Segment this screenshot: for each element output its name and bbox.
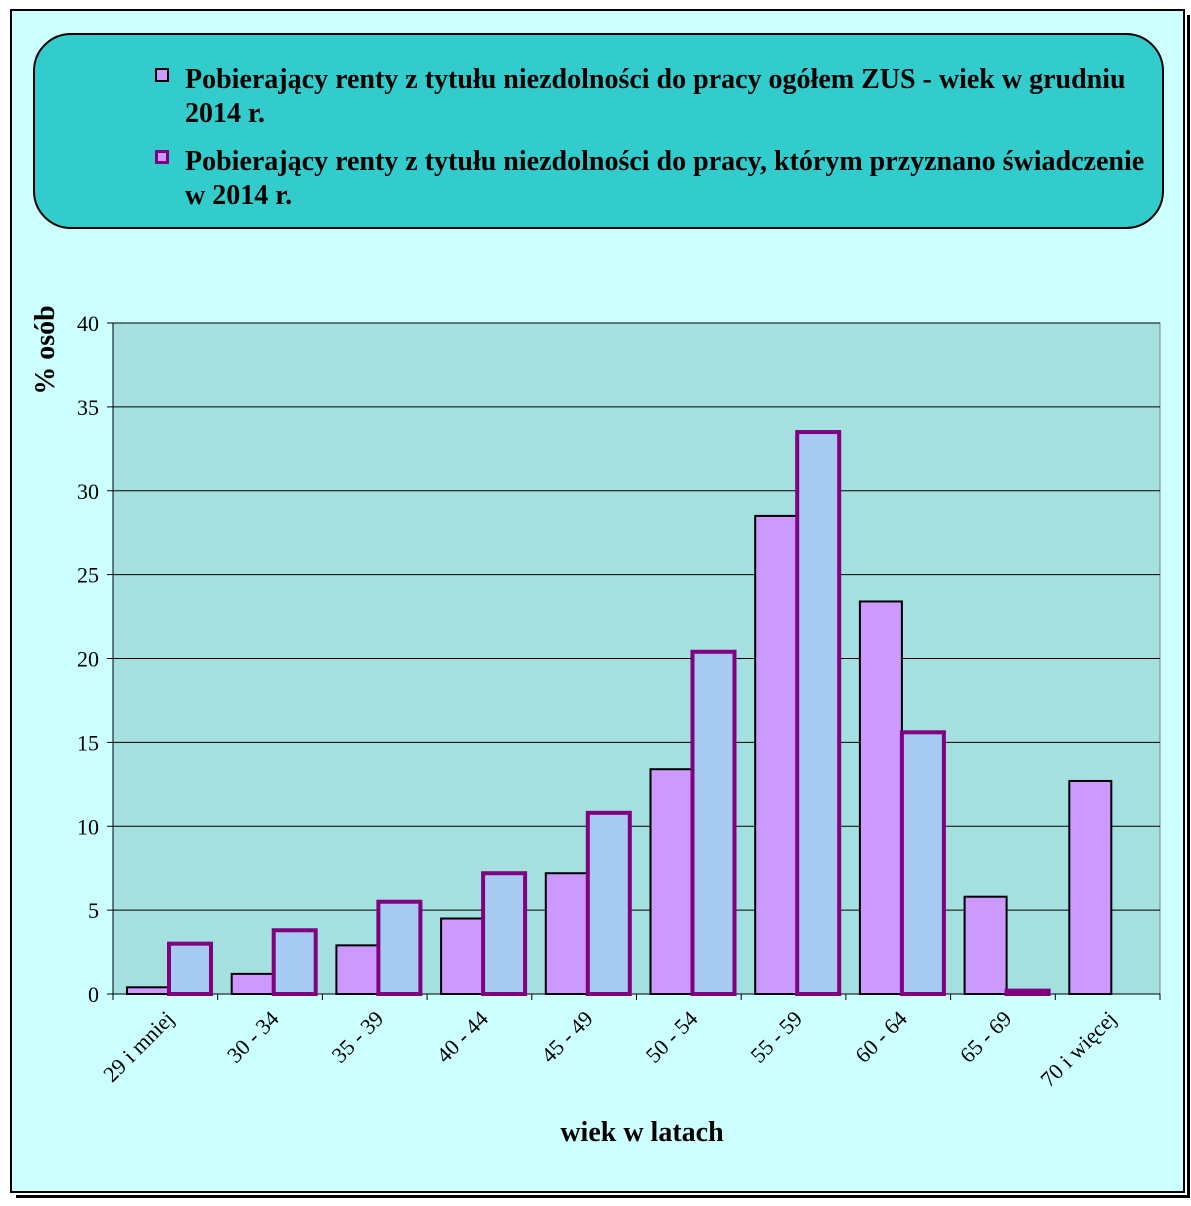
bar-granted [167,941,213,996]
bar-total [230,972,275,995]
legend: Pobierający renty z tytułu niezdolności … [33,33,1164,229]
bar-granted [481,871,528,996]
x-tick-label: 50 - 54 [641,1006,703,1068]
legend-swatch-granted [155,150,169,164]
bar-granted [1004,988,1051,997]
legend-label-granted: Pobierający renty z tytułu niezdolności … [185,146,1145,211]
bar-total [440,917,485,996]
y-tick-label: 25 [77,563,99,588]
y-tick-label: 20 [77,647,99,672]
legend-swatch-total [155,68,169,82]
y-tick-label: 10 [77,814,99,839]
bar-total [544,872,589,995]
bar-total [754,514,799,995]
x-tick-label: 30 - 34 [222,1006,284,1068]
y-tick-label: 5 [88,898,99,923]
y-tick-label: 0 [88,982,99,1007]
bar-granted [899,730,946,996]
y-tick-label: 35 [77,395,99,420]
frame-shadow-bottom [16,1195,1190,1198]
x-tick-label: 55 - 59 [745,1006,807,1068]
bar-total [963,895,1008,996]
bar-granted [585,810,632,997]
bar-total [858,600,903,996]
bar-granted [271,928,318,997]
x-tick-label: 65 - 69 [955,1006,1017,1068]
x-tick-label: 40 - 44 [431,1006,493,1068]
y-tick-label: 15 [77,730,99,755]
bar-total [335,944,380,995]
y-axis-title: % osób [30,305,61,394]
bar-granted [376,899,423,996]
bar-total [1068,779,1113,996]
y-tick-label: 40 [77,311,99,336]
bar-total [649,768,694,996]
x-tick-label: 45 - 49 [536,1006,598,1068]
legend-label-total: Pobierający renty z tytułu niezdolności … [185,64,1126,129]
bar-granted [690,649,737,996]
y-tick-label: 30 [77,479,99,504]
x-axis-title: wiek w latach [560,1117,724,1148]
x-tick-label: 70 i więcej [1035,1006,1121,1092]
bar-total [126,986,170,995]
x-tick-label: 29 i mniej [98,1006,179,1087]
frame-shadow-right [1187,15,1190,1198]
bar-granted [795,430,842,997]
x-tick-label: 60 - 64 [850,1006,912,1068]
x-tick-label: 35 - 39 [327,1006,389,1068]
